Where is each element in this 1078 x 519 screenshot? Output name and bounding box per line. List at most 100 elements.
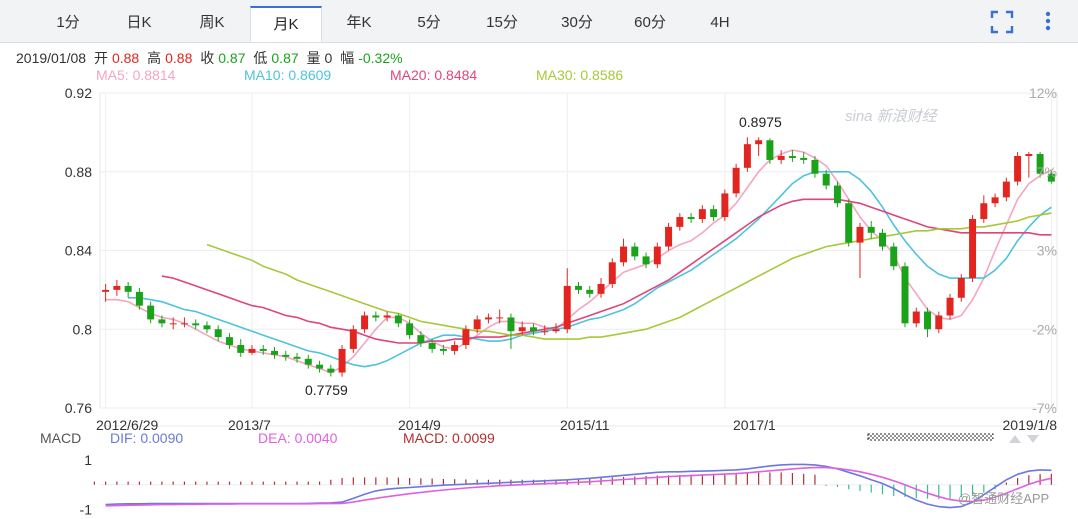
candle-body [631, 246, 639, 257]
candle-body [878, 232, 886, 247]
tab-30min[interactable]: 30分 [561, 14, 593, 31]
moving-average-lines [105, 149, 1052, 374]
candle [1025, 152, 1033, 178]
candle-body [237, 345, 245, 353]
candle [507, 313, 515, 349]
candle-body [811, 159, 819, 174]
more-vertical-icon[interactable] [1034, 8, 1062, 36]
tab-yearly-k[interactable]: 年K [346, 14, 372, 31]
fullscreen-icon[interactable] [988, 8, 1016, 36]
candle-body [653, 246, 661, 265]
candle-body [496, 317, 504, 319]
macd-y-tick-label: 1 [84, 452, 92, 468]
candle [766, 138, 774, 164]
ma-line-ma10 [128, 171, 1052, 368]
y-tick-label: 0.92 [65, 85, 92, 101]
tab-weekly-k[interactable]: 周K [199, 14, 225, 31]
candle [608, 258, 616, 288]
candle [484, 313, 492, 324]
candle [169, 317, 177, 330]
change-value: -0.32% [358, 50, 403, 66]
y-tick-label: 0.88 [65, 164, 92, 180]
candle-body [147, 305, 155, 320]
ma30-readout: MA30: 0.8586 [536, 67, 624, 83]
candle-body [642, 256, 650, 265]
x-tick-label: 2012/6/29 [96, 417, 158, 433]
candle [147, 301, 155, 324]
candle [293, 352, 301, 363]
candle-body [214, 329, 222, 338]
candle [428, 339, 436, 353]
candle [586, 285, 594, 298]
candle-body [924, 311, 932, 330]
candle-body [473, 319, 481, 330]
candle [710, 205, 718, 221]
candle-body [372, 315, 380, 318]
candle [845, 199, 853, 247]
candle-body [361, 315, 369, 330]
macd-title: MACD [40, 430, 81, 446]
tab-daily-k[interactable]: 日K [126, 14, 152, 31]
candle-body [349, 329, 357, 349]
candle-body [282, 354, 290, 357]
candle-body [293, 356, 301, 359]
candle [924, 307, 932, 338]
tab-4h[interactable]: 4H [710, 14, 730, 31]
candle [361, 311, 369, 334]
candle [833, 181, 841, 208]
ma5-readout: MA5: 0.8814 [96, 67, 176, 83]
candle [102, 283, 110, 302]
candle-body [113, 285, 121, 290]
candle-body [991, 197, 999, 204]
candle [304, 354, 312, 369]
candle-body [1014, 156, 1022, 182]
candle-body [935, 315, 943, 330]
candle [687, 213, 695, 223]
candle [811, 156, 819, 178]
candle-body [383, 315, 391, 318]
tab-1min[interactable]: 1分 [56, 14, 80, 31]
candle [991, 193, 999, 208]
candle-body [180, 323, 188, 325]
candle [473, 315, 481, 334]
candle-body [518, 327, 526, 332]
candle [180, 317, 188, 328]
zhitong-watermark: @智通财经APP [958, 491, 1049, 506]
y-right-tick-label: -7% [1032, 400, 1057, 416]
candle-body [394, 315, 402, 324]
zoom-arrows[interactable] [1009, 435, 1039, 443]
candle-body [484, 317, 492, 320]
candle [113, 280, 121, 296]
candle [901, 262, 909, 328]
candle-body [732, 167, 740, 194]
scroll-marker[interactable] [867, 433, 994, 441]
volume-label: 量 [306, 50, 321, 66]
change-label: 幅 [340, 50, 355, 66]
candle-body [406, 323, 414, 336]
candle-body [969, 219, 977, 279]
candle-body [710, 209, 718, 218]
candle-body [259, 348, 267, 351]
ma20-readout: MA20: 0.8484 [390, 67, 478, 83]
candle [135, 287, 143, 310]
candle [631, 242, 639, 261]
tab-15min[interactable]: 15分 [486, 14, 518, 31]
y-tick-label: 0.8 [73, 321, 93, 337]
candle [575, 282, 582, 294]
candle [1036, 152, 1044, 178]
candle-body [901, 266, 909, 324]
tab-5min[interactable]: 5分 [417, 14, 441, 31]
candle-body [822, 173, 830, 186]
candle-body [845, 203, 853, 243]
candle [338, 345, 346, 377]
tab-60min[interactable]: 60分 [634, 14, 666, 31]
candle [620, 238, 628, 267]
tab-monthly-k[interactable]: 月K [250, 6, 322, 42]
candle [439, 345, 447, 355]
candle-body [417, 335, 425, 344]
candle [282, 350, 290, 361]
candle [124, 282, 132, 298]
candle [417, 331, 425, 347]
